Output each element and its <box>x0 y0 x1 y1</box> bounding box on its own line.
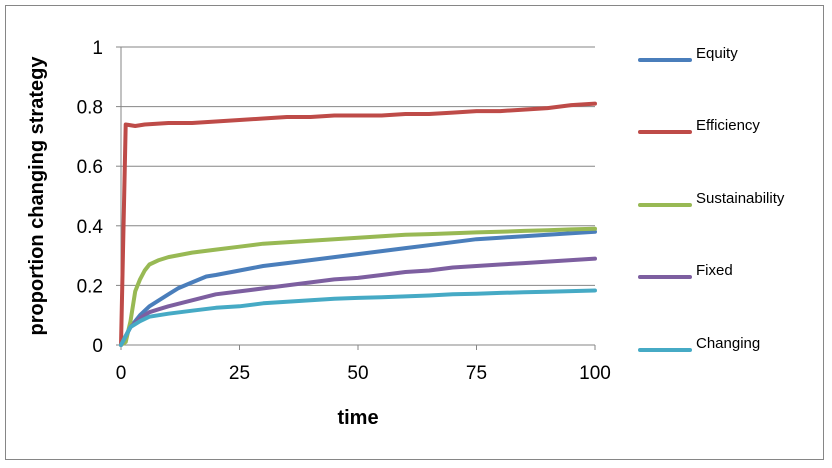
legend-label-fixed: Fixed <box>696 262 733 279</box>
y-tick-labels: 0 0.2 0.4 0.6 0.8 1 <box>77 38 104 357</box>
series-line-efficiency <box>119 101 597 347</box>
series-line-sustainability <box>119 226 597 347</box>
y-tick-label: 0.8 <box>77 98 103 119</box>
axes <box>116 46 596 350</box>
series-line-equity <box>119 229 597 347</box>
gridlines <box>121 46 595 286</box>
y-tick-label: 0.4 <box>77 217 104 238</box>
y-tick-label: 0 <box>92 336 103 357</box>
y-tick-label: 0.2 <box>77 276 103 297</box>
legend-label-efficiency: Efficiency <box>696 117 760 134</box>
y-axis-title: proportion changing strategy <box>26 56 48 336</box>
x-tick-label: 25 <box>229 363 250 384</box>
y-tick-label: 1 <box>92 38 103 59</box>
x-tick-label: 50 <box>347 363 368 384</box>
legend-label-changing: Changing <box>696 335 760 352</box>
x-tick-label: 75 <box>466 363 487 384</box>
series-line-fixed <box>119 256 597 347</box>
series-line-changing <box>119 288 597 347</box>
legend-label-sustainability: Sustainability <box>696 190 785 207</box>
legend: Equity Efficiency Sustainability Fixed Chang… <box>638 45 785 352</box>
x-tick-label: 0 <box>116 363 127 384</box>
x-axis-title: time <box>337 407 378 429</box>
x-tick-labels: 0 25 50 75 100 <box>116 363 611 384</box>
legend-label-equity: Equity <box>696 45 738 62</box>
series-lines <box>119 101 597 347</box>
x-tick-label: 100 <box>579 363 611 384</box>
y-tick-label: 0.6 <box>77 157 103 178</box>
